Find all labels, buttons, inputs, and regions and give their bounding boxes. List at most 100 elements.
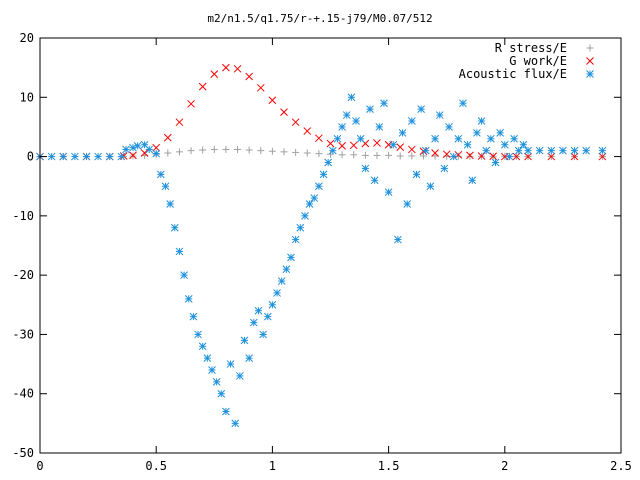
- series-3: [36, 93, 607, 428]
- data-point: [431, 134, 439, 143]
- data-point: [347, 93, 356, 102]
- data-point: [466, 151, 474, 160]
- data-point: [310, 194, 319, 202]
- data-point: [582, 146, 590, 155]
- data-point: [175, 148, 183, 156]
- data-point: [505, 152, 514, 161]
- data-point: [524, 152, 532, 161]
- data-point: [187, 99, 195, 108]
- data-point: [245, 146, 253, 154]
- y-tick-label: -20: [12, 268, 34, 282]
- data-point: [259, 330, 267, 339]
- data-point: [268, 96, 277, 105]
- y-tick-label: -30: [12, 327, 34, 341]
- data-point: [226, 360, 235, 368]
- data-point: [366, 105, 374, 113]
- data-point: [398, 129, 407, 137]
- data-point: [199, 146, 207, 154]
- data-point: [94, 152, 102, 161]
- data-point: [166, 200, 174, 208]
- y-tick-label: -50: [12, 446, 34, 460]
- data-point: [145, 145, 154, 154]
- data-point: [222, 407, 230, 416]
- data-point: [140, 149, 149, 157]
- data-point: [421, 146, 430, 155]
- data-point: [361, 151, 369, 159]
- data-point: [370, 176, 379, 185]
- data-point: [254, 306, 263, 315]
- x-tick-label: 2.5: [610, 459, 632, 473]
- y-tick-label: 10: [20, 90, 34, 104]
- data-point: [184, 295, 193, 303]
- data-point: [524, 146, 532, 155]
- data-point: [389, 140, 398, 149]
- data-point: [245, 354, 254, 362]
- data-point: [161, 182, 170, 191]
- data-point: [210, 70, 219, 79]
- data-point: [338, 123, 346, 131]
- data-point: [59, 152, 68, 161]
- data-point: [324, 158, 333, 167]
- plot-frame: [39, 37, 622, 454]
- data-point: [373, 139, 381, 147]
- data-point: [152, 149, 161, 158]
- data-point: [189, 312, 198, 321]
- data-point: [152, 143, 161, 152]
- data-point: [180, 271, 188, 279]
- data-point: [547, 152, 556, 161]
- legend-marker: [586, 44, 594, 52]
- data-point: [519, 140, 528, 149]
- data-point: [105, 152, 114, 161]
- data-point: [233, 64, 242, 73]
- data-point: [327, 150, 334, 158]
- data-point: [187, 147, 195, 155]
- data-point: [303, 149, 311, 157]
- data-point: [282, 265, 291, 274]
- data-point: [280, 108, 288, 116]
- data-point: [535, 146, 544, 155]
- legend-marker: [586, 57, 594, 65]
- data-point: [163, 133, 172, 142]
- data-point: [512, 152, 521, 161]
- data-point: [500, 140, 509, 149]
- data-point: [352, 117, 360, 125]
- x-tick-label: 1.5: [378, 459, 400, 473]
- data-point: [273, 289, 281, 297]
- data-point: [210, 145, 218, 153]
- data-point: [268, 147, 276, 155]
- data-point: [403, 200, 412, 208]
- x-tick-label: 0.5: [145, 459, 167, 473]
- data-point: [356, 134, 365, 143]
- data-point: [468, 176, 477, 185]
- data-point: [373, 151, 381, 159]
- data-point: [305, 200, 314, 208]
- data-point: [459, 99, 467, 108]
- data-point: [491, 158, 500, 167]
- data-point: [547, 146, 556, 155]
- data-point: [301, 212, 309, 220]
- y-tick-label: -40: [12, 387, 34, 401]
- data-point: [122, 145, 130, 154]
- data-point: [454, 150, 463, 159]
- data-point: [385, 151, 393, 159]
- data-point: [129, 151, 137, 160]
- data-point: [445, 123, 453, 131]
- data-point: [394, 235, 402, 244]
- y-tick-label: -10: [12, 209, 34, 223]
- data-point: [487, 134, 495, 143]
- data-point: [384, 188, 393, 196]
- data-point: [291, 235, 300, 244]
- data-point: [426, 182, 435, 191]
- data-point: [435, 111, 444, 119]
- data-point: [82, 152, 91, 161]
- chart-title: m2/n1.5/q1.75/r-+.15-j79/M0.07/512: [207, 12, 432, 25]
- data-point: [350, 151, 358, 159]
- data-layer: [36, 63, 607, 428]
- data-point: [440, 164, 449, 173]
- data-point: [268, 300, 277, 309]
- data-point: [71, 152, 79, 161]
- data-point: [133, 142, 142, 150]
- data-point: [417, 105, 425, 113]
